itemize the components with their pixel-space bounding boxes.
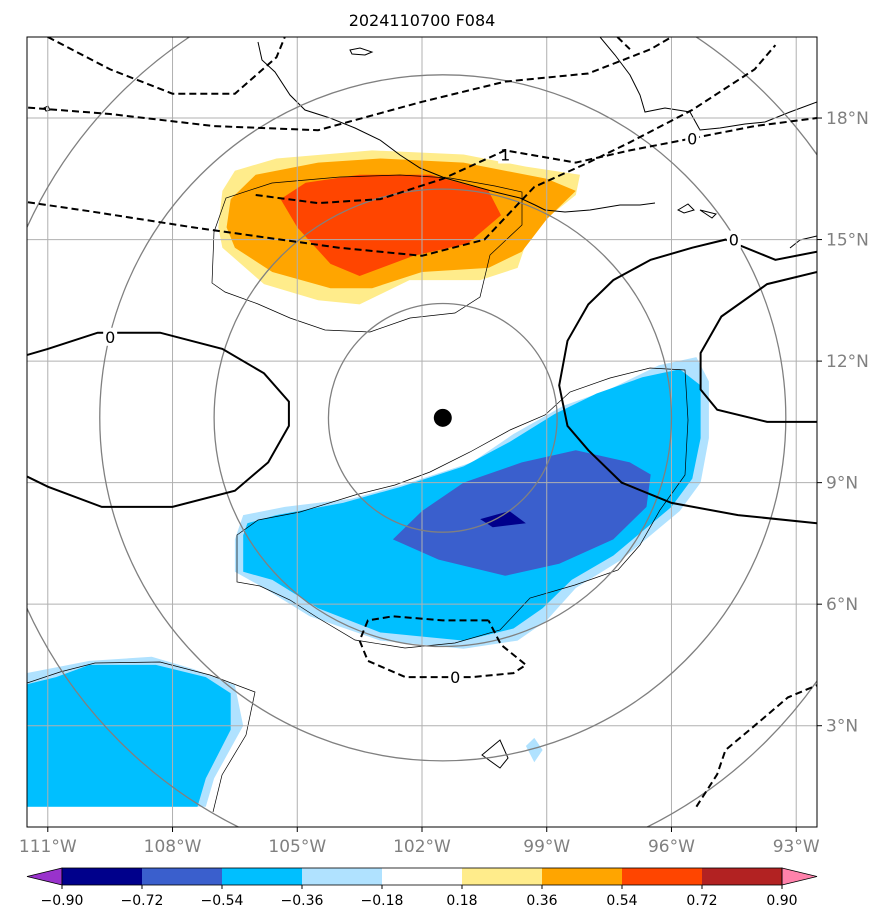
x-tick-label: 111°W: [19, 837, 77, 857]
range-ring: [213, 188, 673, 648]
island-1: [349, 47, 374, 56]
contour-dashed: [27, 37, 673, 132]
colorbar-cell: [222, 868, 303, 885]
contour-dashed: [695, 684, 817, 808]
gridlines: [27, 37, 817, 827]
contour-label-bg: [498, 145, 513, 164]
y-tick-label: 6°N: [826, 595, 858, 615]
island-4: [481, 739, 509, 769]
colorbar-tick-label: −0.18: [361, 893, 404, 909]
shaded-region: [525, 737, 543, 763]
y-tick-label: 12°N: [826, 352, 869, 372]
colorbar-cell: [302, 868, 383, 885]
colorbar-tick-label: −0.72: [121, 893, 164, 909]
colorbar-cell: [462, 868, 543, 885]
contour-label: 0: [729, 231, 739, 250]
colorbar-frame: [61, 867, 783, 886]
x-tick-label: 96°W: [648, 837, 695, 857]
colorbar-tick-label: 0.36: [526, 893, 557, 909]
colorbar-tick-label: 0.90: [766, 893, 797, 909]
contour-label-bg: [448, 668, 463, 687]
contour-label: 1: [500, 145, 510, 164]
contour-label: 0: [687, 129, 697, 148]
contour-label: 0: [105, 328, 115, 347]
contour-dashed: [358, 615, 528, 679]
range-rings: [27, 37, 817, 827]
y-tick-label: 15°N: [826, 231, 869, 251]
colorbar-tick-label: −0.90: [41, 893, 84, 909]
map-area: 0 0 0 1 0: [27, 37, 817, 827]
colorbar-cell: [382, 868, 463, 885]
colorbar-cell: [142, 868, 223, 885]
x-tick-label: 108°W: [144, 837, 202, 857]
colorbar-tick-label: 0.72: [686, 893, 717, 909]
y-tick-marks: [817, 117, 822, 727]
x-tick-label: 99°W: [523, 837, 570, 857]
x-tick-label: 105°W: [268, 837, 326, 857]
coastline: [27, 37, 817, 813]
contour-dashed: [616, 37, 631, 50]
colorbar: −0.90 −0.72 −0.54 −0.36 −0.18 0.18 0.36 …: [26, 867, 818, 909]
chart-title: 2024110700 F084: [349, 11, 496, 30]
shaded-outline-southwest: [27, 661, 256, 813]
contour-solid: [699, 271, 817, 423]
contour-label-bg: [103, 327, 118, 346]
y-tick-label: 9°N: [826, 474, 858, 494]
contour-label: 0: [450, 668, 460, 687]
colorbar-tick-label: 0.18: [446, 893, 477, 909]
colorbar-cell: [702, 868, 783, 885]
colorbar-tick-label: −0.54: [201, 893, 244, 909]
colorbar-tick-label: −0.36: [281, 893, 324, 909]
shaded-region: [480, 511, 526, 528]
y-tick-label: 18°N: [826, 109, 869, 129]
colorbar-extend-low: [26, 867, 63, 886]
range-ring: [327, 302, 558, 533]
colorbar-cell: [62, 868, 143, 885]
shaded-outline-south: [236, 367, 689, 649]
shaded-region: [280, 174, 501, 276]
island-2: [43, 105, 51, 112]
x-tick-marks: [47, 827, 797, 832]
contour-dashed: [27, 44, 777, 257]
contour-lines: 0 0 0 1 0: [27, 37, 817, 808]
range-ring: [99, 74, 787, 762]
x-tick-label: 102°W: [393, 837, 451, 857]
x-tick-label: 93°W: [773, 837, 820, 857]
contour-label-bg: [685, 129, 700, 148]
colorbar-tick-label: 0.54: [606, 893, 637, 909]
y-tick-labels: 3°N 6°N 9°N 12°N 15°N 18°N: [826, 109, 869, 737]
contour-dashed: [255, 117, 817, 205]
shaded-field: [27, 150, 709, 807]
x-tick-labels: 111°W 108°W 105°W 102°W 99°W 96°W 93°W: [19, 837, 820, 857]
contour-solid: [558, 238, 817, 525]
y-tick-label: 3°N: [826, 717, 858, 737]
shaded-region: [27, 664, 231, 807]
colorbar-extend-high: [781, 867, 818, 886]
contour-dashed: [47, 37, 286, 95]
contour-label-bg: [726, 230, 741, 249]
colorbar-cell: [622, 868, 703, 885]
shaded-region: [392, 450, 651, 576]
storm-center-marker: [433, 408, 452, 427]
island-3: [676, 203, 717, 219]
colorbar-cell: [542, 868, 623, 885]
